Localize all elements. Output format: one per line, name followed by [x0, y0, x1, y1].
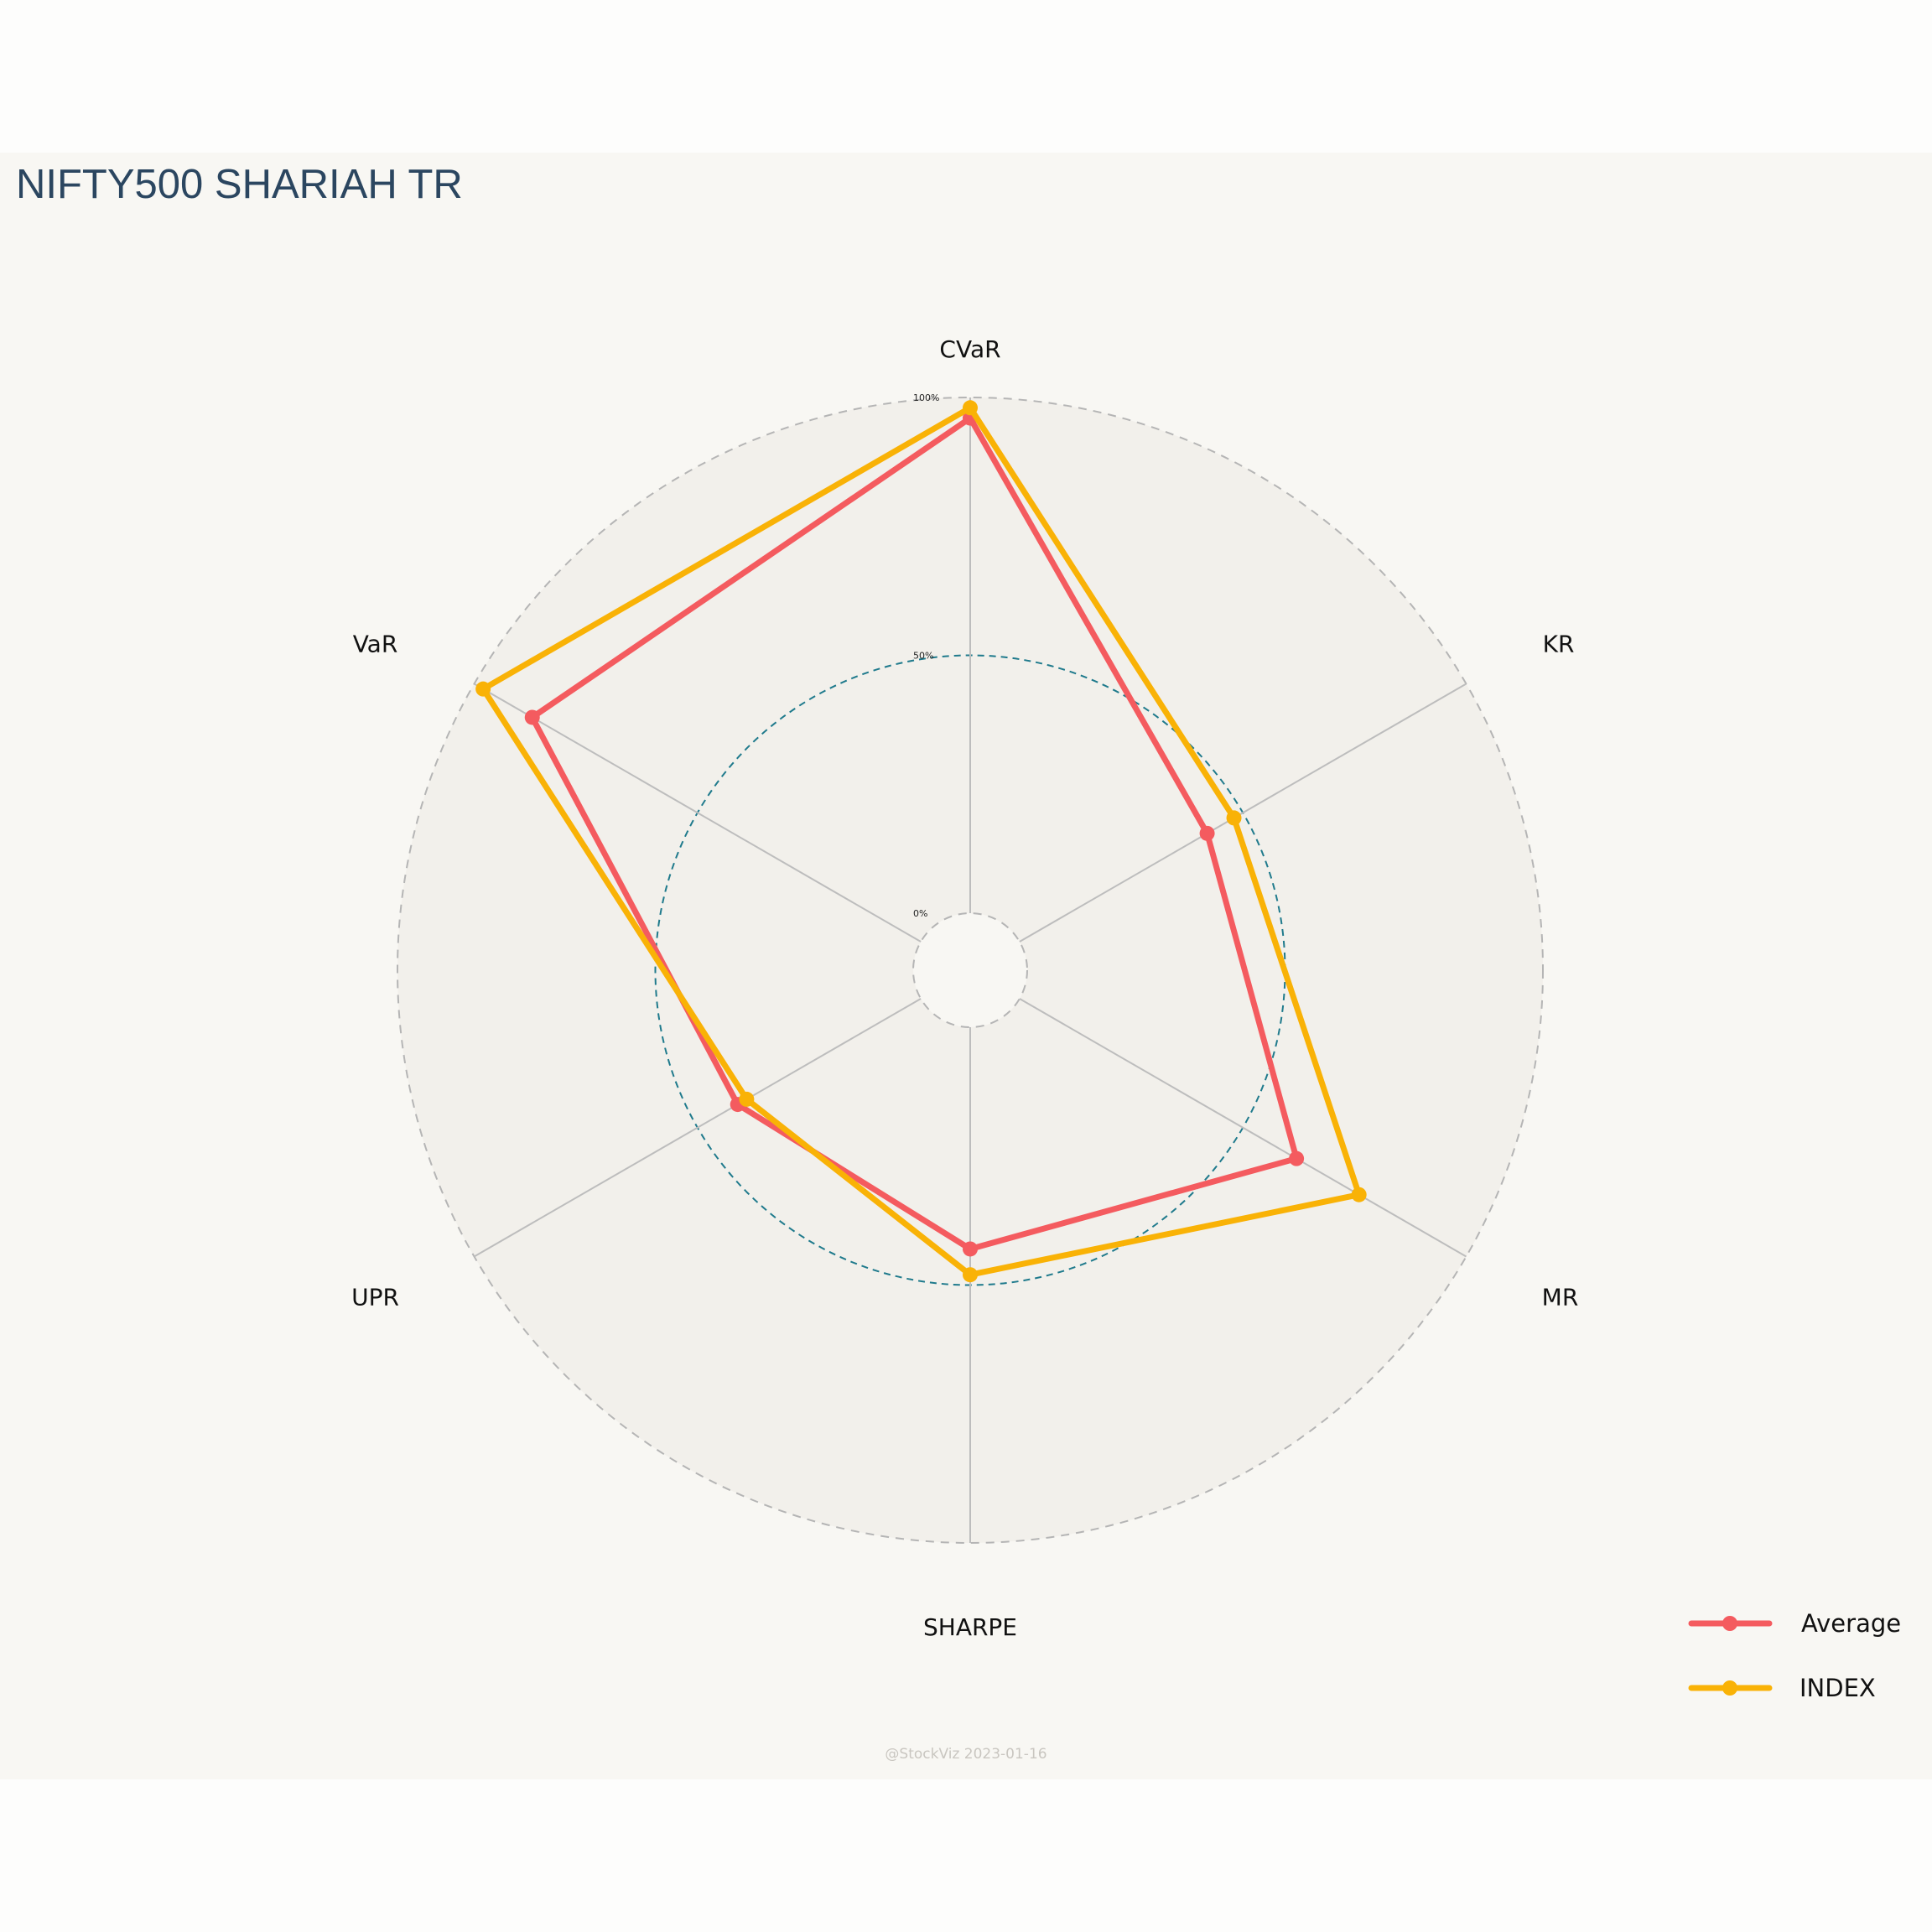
radial-tick-labels: 0% 50% 100%	[913, 392, 939, 919]
data-point-average-sharpe[interactable]	[963, 1241, 978, 1257]
legend-average-marker	[1722, 1616, 1737, 1631]
legend-item-average[interactable]: Average	[1688, 1609, 1901, 1638]
data-point-index-mr[interactable]	[1351, 1187, 1367, 1202]
axis-label-cvar: CVaR	[939, 335, 1000, 363]
spoke-var	[474, 683, 922, 943]
data-point-index-cvar[interactable]	[963, 400, 978, 416]
series-index	[475, 400, 1367, 1283]
plot-background	[397, 397, 1543, 1543]
radial-tick-0: 0%	[913, 908, 927, 919]
chart-title: NIFTY500 SHARIAH TR	[16, 162, 463, 207]
data-point-index-var[interactable]	[475, 681, 491, 697]
axis-label-mr: MR	[1542, 1284, 1579, 1311]
data-point-average-kr[interactable]	[1199, 825, 1215, 841]
credit-watermark: @StockViz 2023-01-16	[885, 1746, 1046, 1763]
axis-labels: CVaR KR MR SHARPE UPR VaR	[351, 335, 1578, 1641]
data-point-index-sharpe[interactable]	[963, 1267, 978, 1283]
axis-label-sharpe: SHARPE	[923, 1613, 1017, 1641]
spoke-upr	[474, 998, 922, 1258]
axis-label-kr: KR	[1543, 631, 1575, 658]
data-point-average-mr[interactable]	[1289, 1150, 1305, 1166]
radial-tick-50: 50%	[913, 651, 933, 662]
radial-tick-100: 100%	[913, 392, 939, 403]
series-layer	[475, 400, 1367, 1283]
legend-index-marker	[1722, 1680, 1737, 1696]
series-average	[524, 410, 1305, 1257]
legend-average-label: Average	[1801, 1609, 1901, 1638]
grid-ring-0	[912, 912, 1028, 1028]
legend: Average INDEX	[1688, 1609, 1901, 1702]
grid-ring-100	[397, 397, 1544, 1544]
legend-index-label: INDEX	[1800, 1674, 1876, 1702]
axis-label-var: VaR	[353, 631, 398, 658]
data-point-index-upr[interactable]	[739, 1091, 755, 1107]
axis-label-upr: UPR	[351, 1284, 399, 1311]
spoke-mr	[1019, 998, 1467, 1258]
axis-spokes	[474, 397, 1467, 1543]
spoke-kr	[1019, 683, 1467, 943]
data-point-average-var[interactable]	[524, 709, 540, 725]
legend-item-index[interactable]: INDEX	[1688, 1674, 1876, 1702]
data-point-index-kr[interactable]	[1226, 810, 1242, 826]
inner-hole	[913, 913, 1027, 1027]
